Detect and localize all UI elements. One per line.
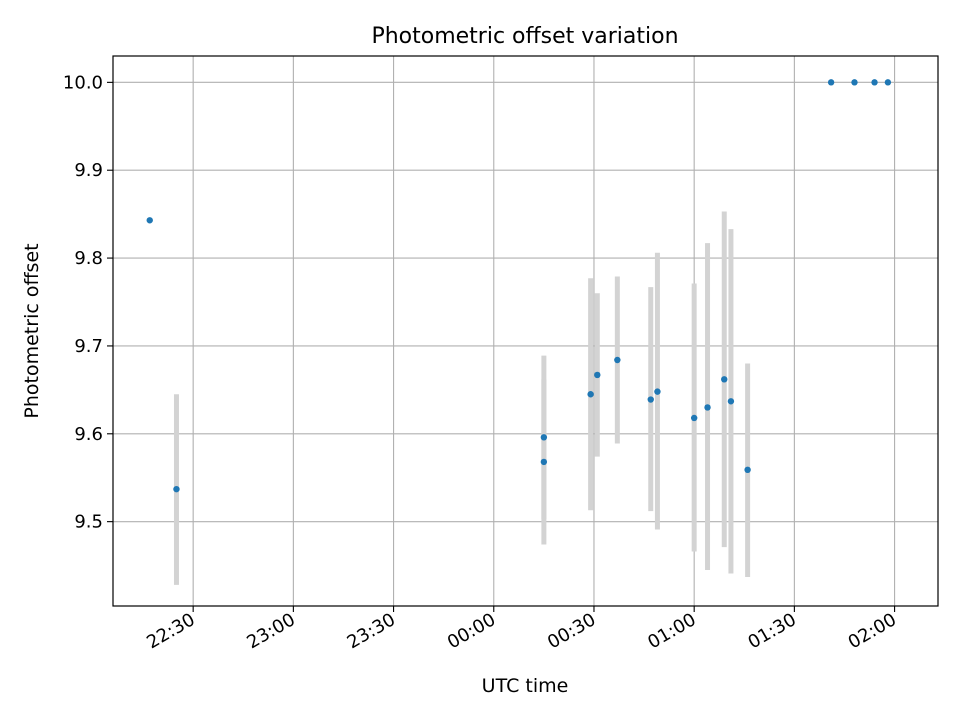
data-point bbox=[721, 376, 728, 383]
data-point bbox=[614, 356, 621, 364]
data-point bbox=[647, 396, 654, 403]
y-tick-label: 9.6 bbox=[74, 424, 103, 445]
data-point bbox=[704, 404, 711, 411]
data-point bbox=[173, 485, 180, 493]
data-point bbox=[744, 466, 751, 474]
y-tick-label: 9.7 bbox=[74, 336, 103, 357]
y-tick-label: 10.0 bbox=[63, 72, 103, 93]
data-point bbox=[871, 79, 878, 86]
data-point bbox=[851, 79, 858, 86]
data-point bbox=[540, 458, 548, 466]
data-point bbox=[540, 434, 548, 441]
data-point bbox=[587, 391, 594, 398]
x-axis-label: UTC time bbox=[482, 675, 569, 697]
data-point bbox=[654, 388, 661, 395]
data-point bbox=[690, 414, 698, 422]
y-tick-label: 9.9 bbox=[74, 160, 103, 181]
data-point bbox=[594, 371, 601, 379]
data-point bbox=[727, 398, 735, 405]
plot-area-frame bbox=[112, 55, 939, 607]
chart-title: Photometric offset variation bbox=[371, 24, 678, 49]
data-points bbox=[146, 79, 892, 493]
y-tick-label: 9.8 bbox=[74, 248, 103, 269]
data-point bbox=[827, 79, 835, 86]
data-point bbox=[146, 217, 153, 224]
y-axis-label: Photometric offset bbox=[21, 243, 43, 418]
data-point bbox=[884, 79, 892, 86]
y-tick-label: 9.5 bbox=[74, 512, 103, 533]
